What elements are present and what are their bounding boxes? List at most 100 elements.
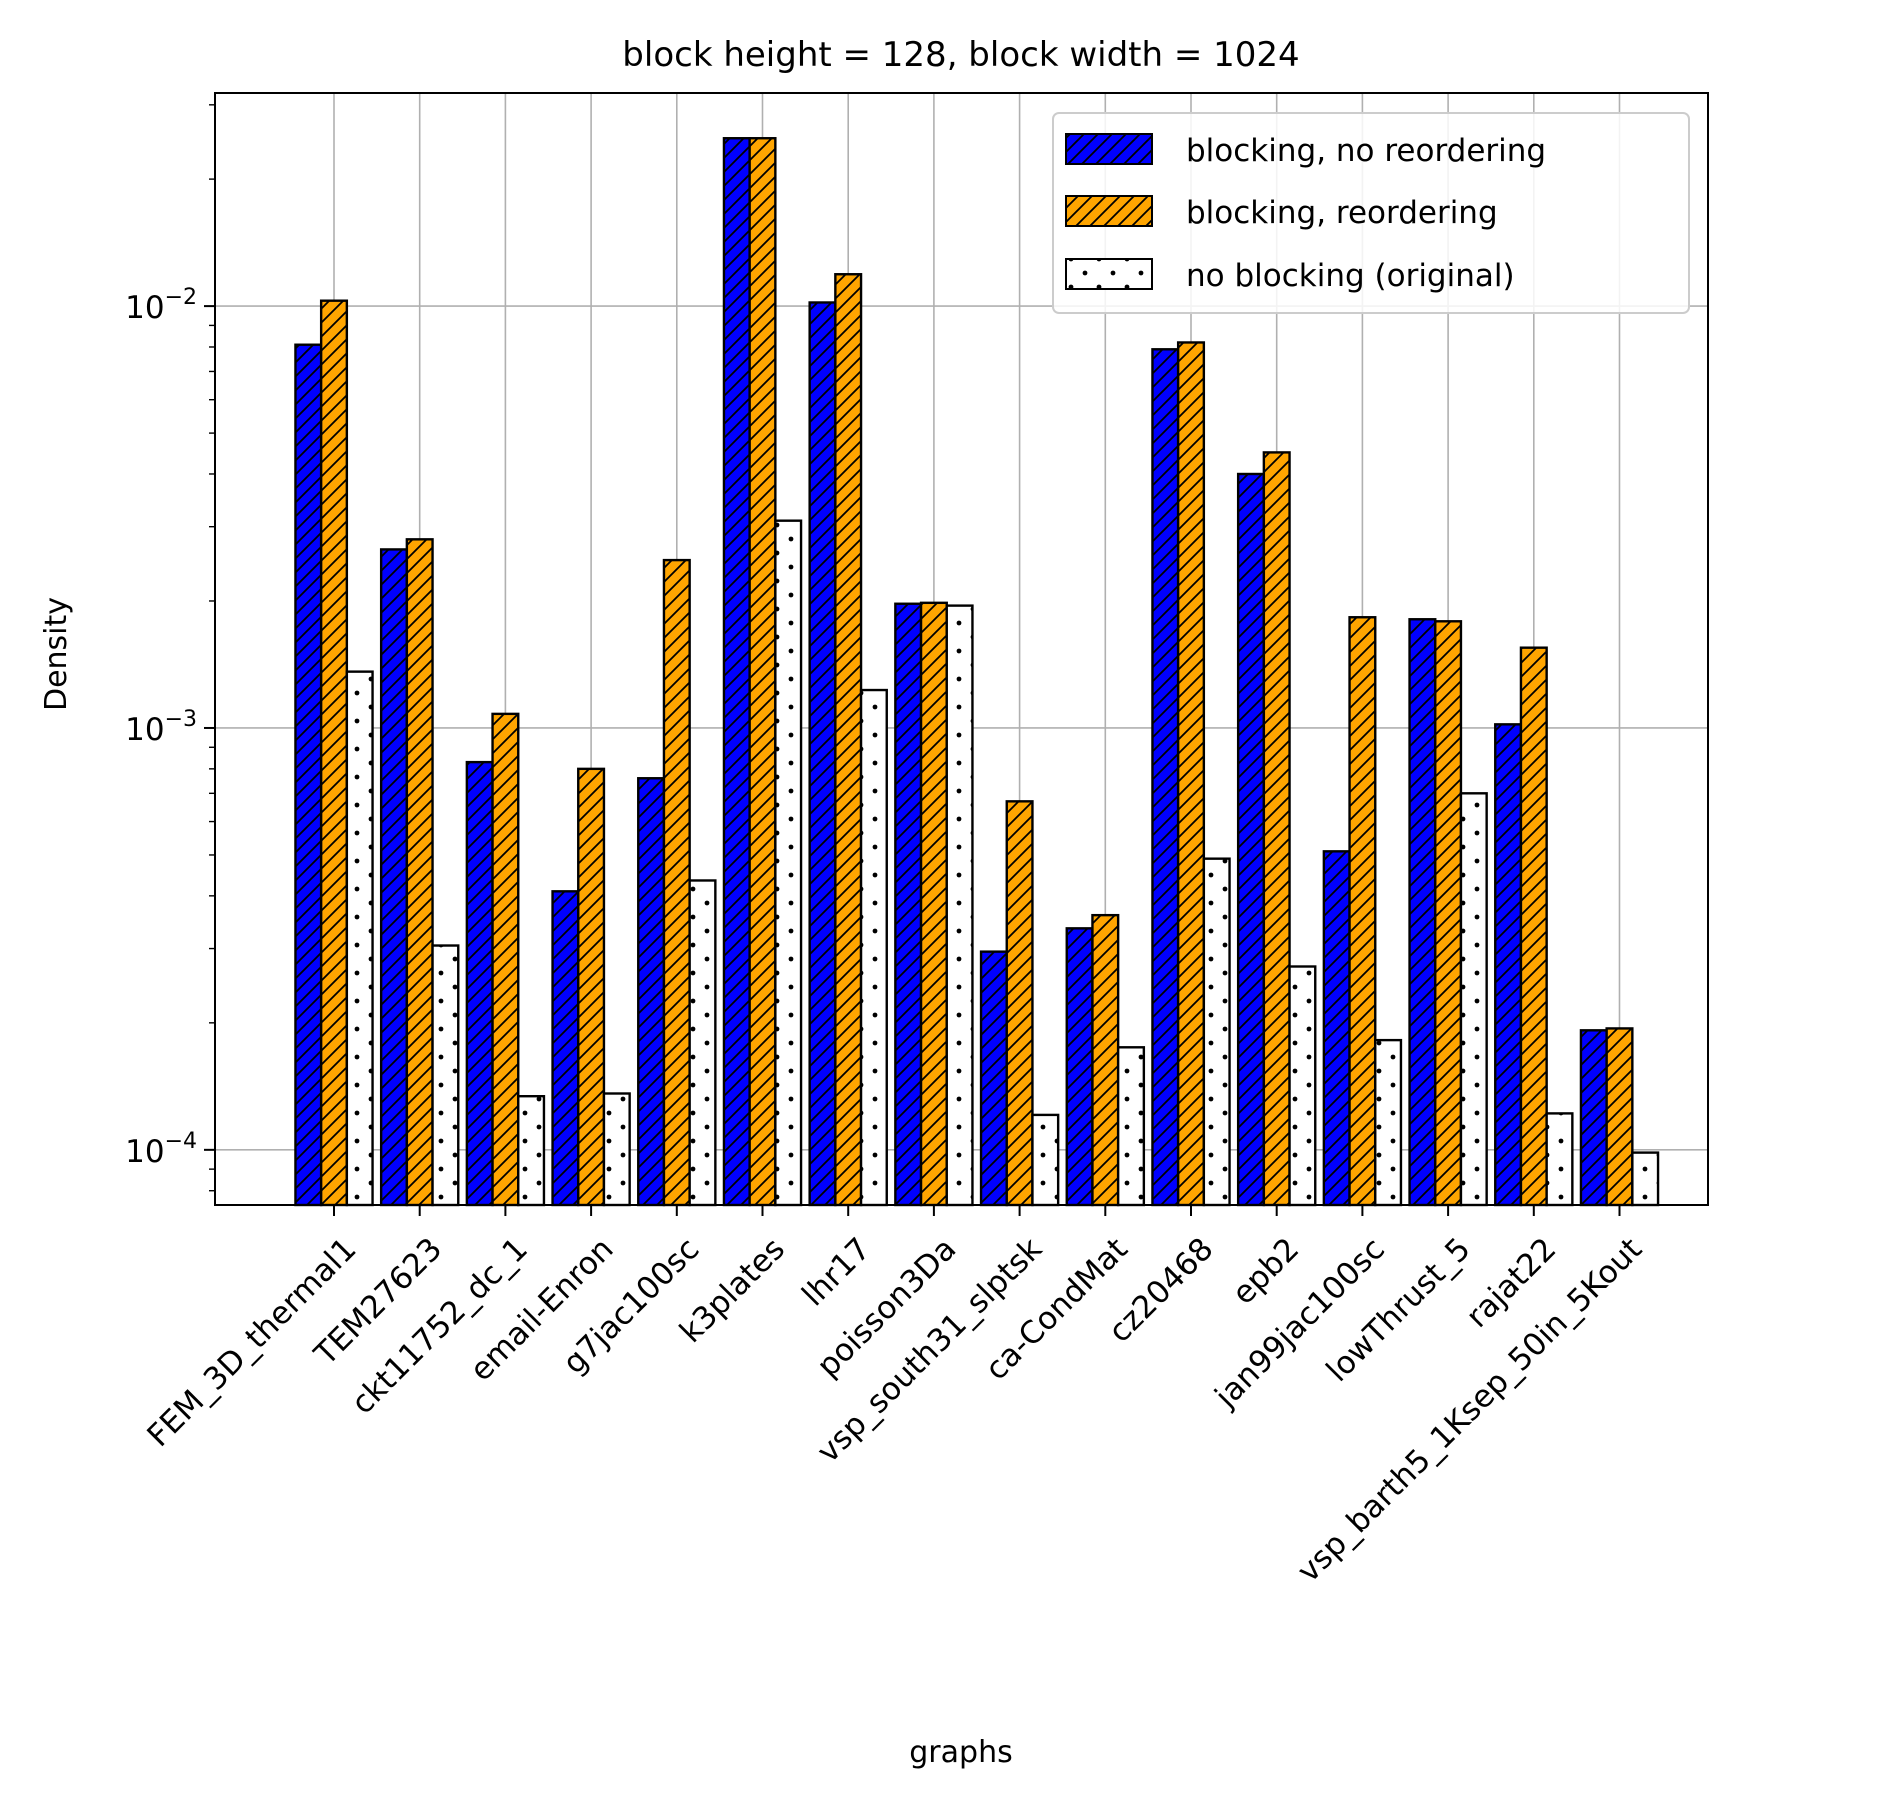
bar-hatch [431,944,460,1207]
bar [1031,1113,1060,1207]
bar [1374,1038,1403,1207]
bar [1605,1027,1634,1207]
legend-frame [1052,112,1690,314]
bar-hatch [1348,616,1377,1207]
bar-hatch [979,950,1008,1207]
x-tick-label: epb2 [1225,1231,1306,1312]
bar [551,890,580,1207]
legend-label: blocking, no reordering [1186,133,1546,169]
legend-label: no blocking (original) [1186,258,1515,294]
bar-hatch [602,1092,631,1207]
bar-hatch [1434,620,1463,1207]
y-tick-label: 10−2 [125,285,197,326]
bar [919,601,948,1207]
y-tick-label: 10−4 [125,1129,197,1170]
bar-hatch [774,519,803,1207]
bar [405,538,434,1207]
bar [1176,341,1206,1207]
bar [1631,1151,1660,1207]
bar [379,548,409,1207]
bar [1434,620,1463,1207]
bar [1519,646,1548,1207]
legend-label: blocking, reordering [1186,195,1498,231]
bar-hatch [1459,792,1488,1207]
bar [1151,348,1180,1207]
bar-hatch [1374,1038,1403,1207]
legend-swatch [1065,258,1153,290]
bar-hatch [1631,1151,1660,1207]
bar-hatch [662,558,691,1207]
bar-hatch [551,890,580,1207]
bar-hatch [294,343,323,1207]
legend-entry-blocking-reordering: blocking, reordering [1065,195,1498,231]
bar-hatch [808,301,837,1207]
bar-hatch [1236,472,1266,1207]
bar-hatch [1288,965,1317,1207]
bar [1459,792,1488,1207]
bar-hatch [894,602,923,1207]
bar [1288,965,1317,1207]
bar [1322,850,1351,1207]
bar [465,760,494,1207]
y-axis-label: Density [39,597,74,711]
bar [1262,451,1291,1207]
bar-hatch [688,879,717,1207]
bar [602,1092,631,1207]
legend: blocking, no reordering blocking, reorde… [1052,112,1690,314]
bar-hatch [834,273,863,1207]
bar-hatch [1202,857,1231,1207]
bar-hatch [517,1095,546,1207]
bar [1236,472,1266,1207]
bar [431,944,460,1207]
y-axis: 10−4 10−3 10−2 [125,104,215,1192]
bar-hatch [748,137,777,1207]
bar [491,712,520,1207]
bar-hatch [1116,1046,1146,1207]
bar-hatch [1065,927,1094,1207]
bar [1091,913,1120,1207]
bar [1348,616,1377,1207]
x-axis: FEM_3D_thermal1TEM27623ckt11752_dc_1emai… [140,1205,1649,1590]
bar-hatch [1091,913,1120,1207]
legend-entry-no-blocking-original: no blocking (original) [1065,258,1515,294]
legend-swatch [1065,195,1153,227]
bar-hatch [491,712,520,1207]
bar [319,299,349,1207]
bar-hatch [319,299,349,1207]
bar [688,879,717,1207]
y-tick-label: 10−3 [125,707,197,748]
bar [637,777,666,1207]
bar [345,670,374,1207]
bar-hatch [1151,348,1180,1207]
bar-hatch [945,604,974,1207]
bar [577,767,606,1207]
legend-entry-blocking-no-reordering: blocking, no reordering [1065,133,1546,169]
bar-hatch [1519,646,1548,1207]
legend-swatch [1065,133,1153,165]
bar-hatch [1408,618,1437,1207]
bar [979,950,1008,1207]
bar [1579,1029,1608,1207]
bar-hatch [379,548,409,1207]
chart-title: block height = 128, block width = 1024 [622,35,1299,75]
bar-hatch [1579,1029,1608,1207]
bar-hatch [919,601,948,1207]
bar [1202,857,1231,1207]
bar [774,519,803,1207]
bar [1494,723,1523,1207]
bar [1408,618,1437,1207]
bar-hatch [1605,1027,1634,1207]
bar-hatch [1545,1112,1574,1207]
bar [1065,927,1094,1207]
bar [1116,1046,1146,1207]
bar-hatch [1262,451,1291,1207]
bar-hatch [637,777,666,1207]
bar-hatch [859,688,888,1207]
bar [834,273,863,1207]
bar [808,301,837,1207]
x-tick-label: lhr17 [795,1231,877,1313]
bar-hatch [722,137,751,1207]
bar-hatch [577,767,606,1207]
bar-hatch [465,760,494,1207]
